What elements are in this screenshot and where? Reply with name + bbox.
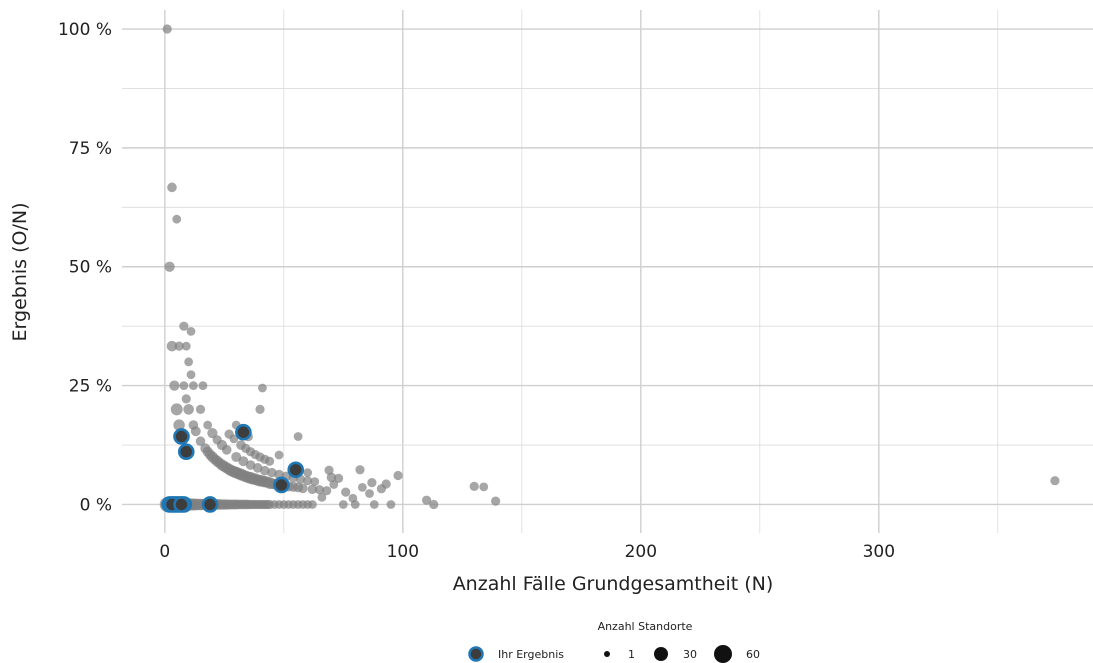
data-point xyxy=(293,432,303,441)
highlight-point xyxy=(235,423,252,441)
legend-size-marker-large xyxy=(714,645,732,663)
data-point xyxy=(188,381,198,391)
y-tick-label: 100 % xyxy=(58,20,112,40)
data-point xyxy=(307,500,317,509)
y-tick-label: 75 % xyxy=(69,139,112,159)
data-point xyxy=(386,500,396,509)
data-point xyxy=(303,476,313,486)
y-tick-label: 25 % xyxy=(69,377,112,397)
data-point xyxy=(184,357,194,367)
legend-title: Anzahl Standorte xyxy=(598,620,693,633)
highlight-point xyxy=(177,443,195,460)
legend: Anzahl Standorte Ihr Ergebnis 1 30 60 xyxy=(468,620,760,663)
legend-size-marker-medium xyxy=(654,647,668,661)
highlight-point xyxy=(173,428,190,445)
data-point xyxy=(367,477,377,488)
data-point xyxy=(350,500,360,509)
data-point xyxy=(393,470,403,481)
data-point xyxy=(298,483,308,494)
data-point xyxy=(333,473,344,483)
tick-labels: 0 100 200 300 0 % 25 % 50 % 75 % 100 % xyxy=(58,20,895,562)
highlight-point xyxy=(201,496,219,513)
y-tick-label: 50 % xyxy=(69,258,112,278)
data-point xyxy=(179,321,189,331)
data-point xyxy=(203,420,213,430)
data-point xyxy=(164,261,175,272)
data-point xyxy=(190,426,201,437)
grid xyxy=(122,10,1093,533)
data-point xyxy=(324,465,334,475)
data-point xyxy=(162,24,172,34)
data-point xyxy=(365,489,374,498)
data-point xyxy=(255,404,265,414)
data-point xyxy=(195,404,206,414)
data-point xyxy=(207,428,218,439)
data-point xyxy=(195,436,206,447)
data-point xyxy=(229,434,239,444)
highlight-points xyxy=(161,423,305,513)
data-point xyxy=(469,481,479,492)
data-point xyxy=(172,214,182,224)
data-point xyxy=(167,182,177,193)
data-point xyxy=(329,480,339,489)
highlight-point xyxy=(173,496,190,513)
x-tick-label: 300 xyxy=(863,542,895,562)
data-point xyxy=(303,468,313,478)
data-point xyxy=(186,327,196,336)
data-point xyxy=(186,370,196,380)
data-point xyxy=(317,492,327,502)
data-point xyxy=(307,484,318,495)
data-point xyxy=(258,383,267,393)
x-tick-label: 100 xyxy=(387,542,419,562)
data-point xyxy=(274,450,284,460)
legend-size-label-small: 1 xyxy=(628,648,635,661)
data-point xyxy=(173,419,185,431)
data-point xyxy=(381,479,391,489)
x-axis-title: Anzahl Fälle Grundgesamtheit (N) xyxy=(453,573,774,595)
data-point xyxy=(314,485,325,495)
data-point xyxy=(429,499,439,510)
legend-size-label-medium: 30 xyxy=(683,648,697,661)
data-point xyxy=(338,500,348,509)
data-point xyxy=(322,486,332,496)
y-tick-label: 0 % xyxy=(80,495,112,515)
data-point xyxy=(422,495,432,505)
data-points xyxy=(159,24,1060,513)
data-point xyxy=(181,341,191,351)
data-point xyxy=(174,341,184,351)
y-axis-title: Ergebnis (O/N) xyxy=(9,203,31,342)
data-point xyxy=(341,487,351,497)
data-point xyxy=(183,404,194,415)
data-point xyxy=(221,444,232,455)
data-point xyxy=(181,394,191,404)
x-tick-label: 0 xyxy=(159,542,170,562)
data-point xyxy=(166,340,178,352)
data-point xyxy=(357,482,367,492)
x-tick-label: 200 xyxy=(625,542,657,562)
data-point xyxy=(238,456,249,467)
data-point xyxy=(326,472,337,483)
data-point xyxy=(179,381,189,391)
data-point xyxy=(169,380,180,391)
legend-highlight-marker xyxy=(468,646,484,662)
data-point xyxy=(369,500,379,509)
data-point xyxy=(264,456,275,466)
data-point xyxy=(1050,476,1060,486)
data-point xyxy=(479,482,489,492)
data-point xyxy=(310,477,320,487)
data-point xyxy=(198,381,208,391)
highlight-point xyxy=(273,476,290,494)
data-point xyxy=(355,465,365,475)
legend-size-label-large: 60 xyxy=(746,648,760,661)
legend-highlight-label: Ihr Ergebnis xyxy=(498,648,564,661)
highlight-point xyxy=(287,461,305,479)
data-point xyxy=(170,403,183,416)
legend-size-marker-small xyxy=(604,651,610,657)
data-point xyxy=(231,451,242,462)
data-point xyxy=(491,496,501,506)
